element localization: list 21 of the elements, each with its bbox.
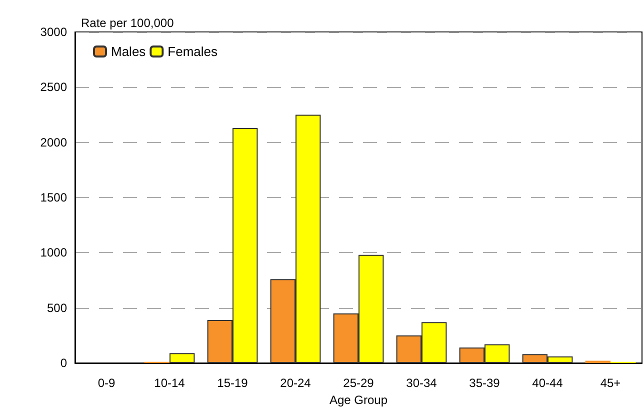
x-tick-label: 30-34 <box>406 376 438 390</box>
y-tick-label: 3000 <box>40 25 68 39</box>
y-tick-label: 2500 <box>40 80 68 94</box>
x-tick-label: 20-24 <box>280 376 312 390</box>
y-tick-label: 0 <box>60 356 68 370</box>
y-tick-label: 1000 <box>40 246 68 260</box>
y-tick-label: 1500 <box>40 190 68 204</box>
x-tick-label: 45+ <box>600 376 621 390</box>
x-tick-label: 35-39 <box>469 376 500 390</box>
legend-label: Females <box>168 44 218 59</box>
x-axis-title: Age Group <box>329 392 388 407</box>
y-axis-title: Rate per 100,000 <box>81 16 174 30</box>
x-tick-label: 25-29 <box>343 376 374 390</box>
x-tick-label: 10-14 <box>154 376 186 390</box>
y-tick-label: 500 <box>46 300 68 315</box>
x-tick-label: 40-44 <box>532 376 564 390</box>
bar <box>170 353 195 363</box>
x-tick-label: 15-19 <box>217 376 248 390</box>
legend-label: Males <box>111 44 146 59</box>
x-tick-label: 0-9 <box>98 376 116 390</box>
y-tick-label: 2000 <box>40 135 68 150</box>
